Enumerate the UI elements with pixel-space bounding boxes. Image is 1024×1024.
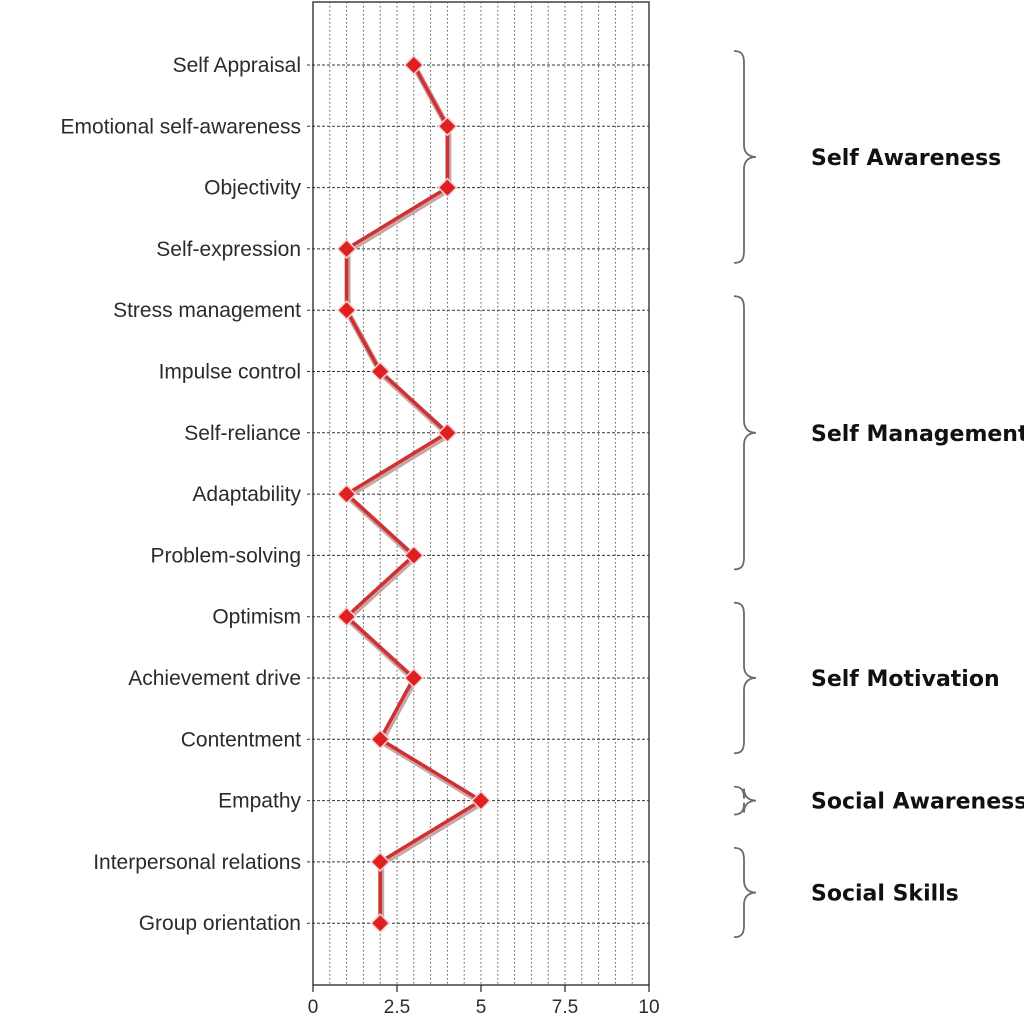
category-label: Self-reliance (184, 422, 301, 445)
data-point-marker (336, 484, 357, 505)
data-point-marker (336, 606, 357, 627)
data-point-marker (370, 851, 391, 872)
category-label: Self-expression (156, 238, 301, 261)
group-brace (733, 601, 757, 755)
x-tick-label: 5 (476, 997, 487, 1018)
data-point-marker (336, 238, 357, 259)
category-label: Group orientation (139, 912, 301, 935)
category-label: Optimism (212, 606, 301, 629)
data-point-marker (403, 545, 424, 566)
plot-frame (312, 1, 650, 986)
category-label: Achievement drive (128, 667, 301, 690)
category-label: Emotional self-awareness (61, 115, 301, 138)
group-brace (733, 50, 757, 264)
data-point-marker (437, 116, 458, 137)
data-point-marker (370, 361, 391, 382)
category-label: Interpersonal relations (93, 851, 301, 874)
data-point-marker (403, 667, 424, 689)
category-label: Stress management (113, 299, 301, 322)
category-label: Problem-solving (150, 544, 301, 567)
group-label: Self Motivation (811, 667, 1000, 692)
x-tick-label: 0 (308, 997, 319, 1018)
group-label: Self Awareness (811, 146, 1001, 171)
group-brace (733, 295, 757, 571)
data-point-marker (437, 422, 458, 443)
category-label: Impulse control (159, 361, 301, 384)
data-point-marker (370, 729, 391, 750)
category-label: Contentment (181, 728, 301, 751)
group-label: Social Awareness (811, 790, 1024, 815)
group-brace (733, 847, 757, 939)
x-tick-label: 2.5 (384, 997, 410, 1018)
category-label: Empathy (218, 790, 301, 813)
data-point-marker (437, 177, 458, 198)
series-line-shadow (344, 65, 485, 926)
category-label: Objectivity (204, 177, 301, 200)
group-label: Social Skills (811, 882, 959, 907)
data-point-marker (370, 913, 391, 934)
data-point-marker (403, 54, 424, 76)
category-label: Self Appraisal (173, 54, 301, 77)
group-brace (733, 785, 757, 816)
x-tick-label: 7.5 (552, 997, 578, 1018)
category-label: Adaptability (192, 483, 301, 506)
data-point-marker (336, 300, 357, 321)
x-tick-label: 10 (638, 997, 659, 1018)
group-label: Self Management (811, 422, 1024, 447)
data-point-marker (470, 790, 492, 811)
